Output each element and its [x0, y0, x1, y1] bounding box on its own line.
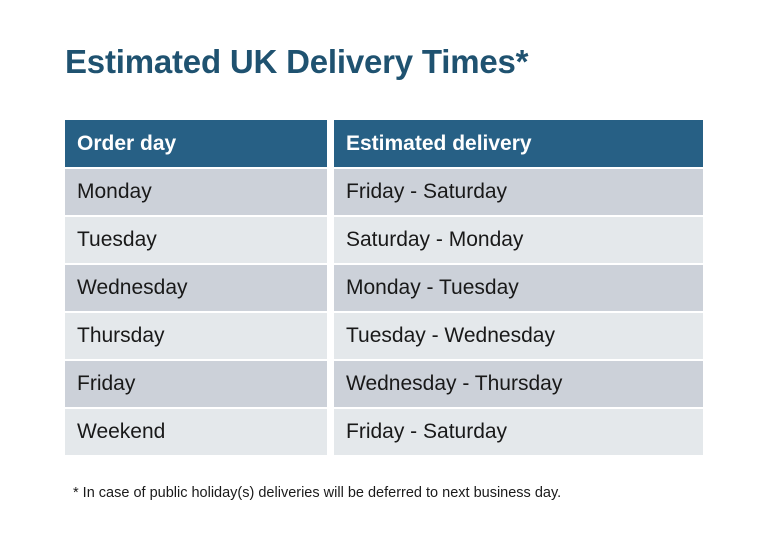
- delivery-times-table: Order day Estimated delivery Monday Frid…: [65, 120, 703, 457]
- table-header-row: Order day Estimated delivery: [65, 120, 703, 167]
- footnote-text: * In case of public holiday(s) deliverie…: [73, 485, 562, 501]
- cell-estimated-delivery: Friday - Saturday: [334, 409, 703, 455]
- table-row: Friday Wednesday - Thursday: [65, 361, 703, 407]
- column-header-estimated-delivery: Estimated delivery: [334, 120, 703, 167]
- cell-estimated-delivery: Saturday - Monday: [334, 217, 703, 263]
- column-header-order-day: Order day: [65, 120, 327, 167]
- table-row: Thursday Tuesday - Wednesday: [65, 313, 703, 359]
- table-row: Weekend Friday - Saturday: [65, 409, 703, 455]
- cell-estimated-delivery: Tuesday - Wednesday: [334, 313, 703, 359]
- cell-order-day: Weekend: [65, 409, 327, 455]
- cell-order-day: Tuesday: [65, 217, 327, 263]
- table-row: Wednesday Monday - Tuesday: [65, 265, 703, 311]
- cell-estimated-delivery: Monday - Tuesday: [334, 265, 703, 311]
- cell-order-day: Wednesday: [65, 265, 327, 311]
- cell-estimated-delivery: Friday - Saturday: [334, 169, 703, 215]
- table-row: Tuesday Saturday - Monday: [65, 217, 703, 263]
- cell-estimated-delivery: Wednesday - Thursday: [334, 361, 703, 407]
- cell-order-day: Monday: [65, 169, 327, 215]
- cell-order-day: Friday: [65, 361, 327, 407]
- table-row: Monday Friday - Saturday: [65, 169, 703, 215]
- cell-order-day: Thursday: [65, 313, 327, 359]
- page-title: Estimated UK Delivery Times*: [65, 43, 529, 80]
